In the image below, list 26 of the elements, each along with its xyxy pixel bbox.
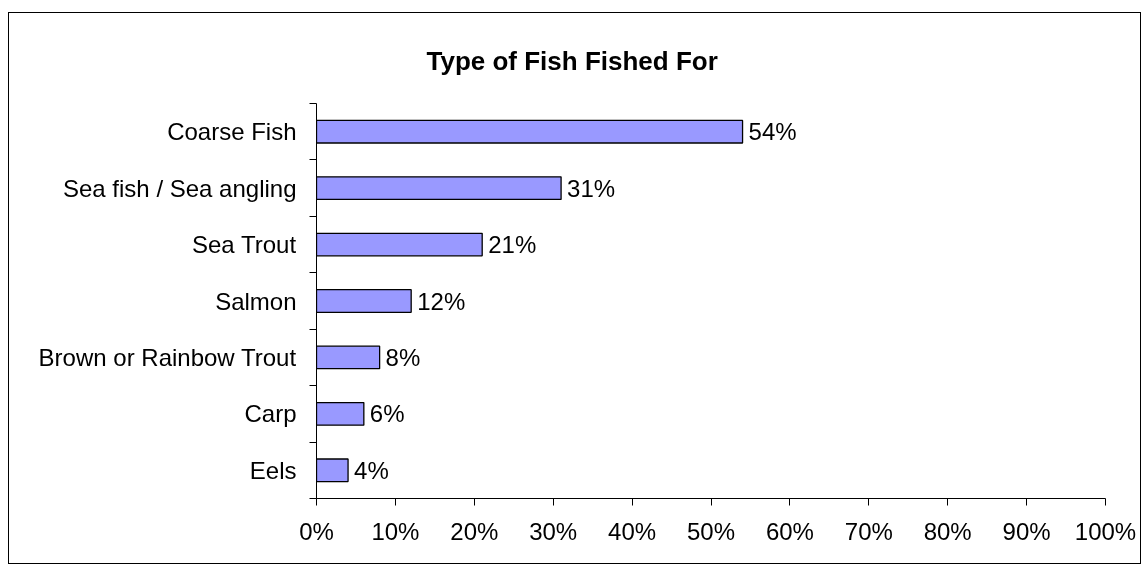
x-tick-label: 40% [608,517,657,545]
data-label: 8% [385,343,421,371]
data-label: 4% [354,456,389,484]
data-label: 6% [369,400,405,428]
data-label: 54% [748,118,797,146]
x-tick-label: 10% [371,517,420,545]
x-tick-label: 100% [1074,517,1137,545]
y-tick-label: Coarse Fish [167,118,297,146]
y-tick-label: Eels [249,456,297,484]
x-tick-label: 0% [299,517,334,545]
x-tick-label: 50% [686,517,736,545]
x-tick-label: 90% [1002,517,1051,545]
x-tick-label: 70% [844,517,893,545]
y-tick-label: Brown or Rainbow Trout [38,343,297,371]
data-label: 12% [417,287,466,315]
x-tick-label: 80% [923,517,972,545]
x-tick-label: 60% [765,517,814,545]
chart-title: Type of Fish Fished For [426,45,718,76]
data-label: 31% [567,174,616,202]
x-tick-label: 20% [450,517,499,545]
y-tick-label: Sea Trout [192,231,297,259]
data-label: 21% [488,231,537,259]
x-tick-label: 30% [529,517,578,545]
y-tick-label: Carp [244,400,297,428]
y-tick-label: Sea fish / Sea angling [63,174,297,202]
y-tick-label: Salmon [215,287,297,315]
